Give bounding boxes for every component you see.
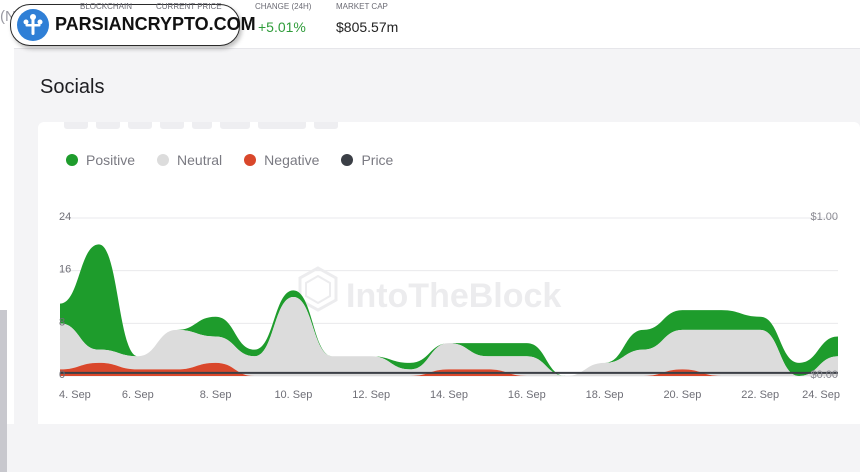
range-tab[interactable] xyxy=(128,122,152,129)
left-sidebar-edge xyxy=(0,48,14,472)
legend-label: Neutral xyxy=(177,152,223,168)
x-tick-label: 6. Sep xyxy=(122,389,154,401)
area-neutral[interactable] xyxy=(60,297,838,376)
x-tick-label: 20. Sep xyxy=(663,389,701,401)
legend-label: Positive xyxy=(86,152,136,168)
chart-legend: Positive Neutral Negative Price xyxy=(66,150,393,170)
x-tick-label: 12. Sep xyxy=(352,389,390,401)
legend-price[interactable]: Price xyxy=(341,152,393,168)
x-tick-label: 8. Sep xyxy=(200,389,232,401)
y-tick-label: 0 xyxy=(59,369,65,381)
market-cap-value: $805.57m xyxy=(336,19,399,35)
legend-negative[interactable]: Negative xyxy=(244,152,319,168)
x-tick-label: 10. Sep xyxy=(274,389,312,401)
range-tab[interactable] xyxy=(220,122,250,129)
range-tab[interactable] xyxy=(192,122,212,129)
section-title: Socials xyxy=(40,76,105,98)
chart-axis-labels: 0 8 16 24 $0.00 $1.00 4. Sep 6. Sep 8. Sep 10. Se… xyxy=(59,211,840,401)
legend-label: Negative xyxy=(264,152,320,168)
x-tick-label: 22. Sep xyxy=(741,389,779,401)
legend-positive[interactable]: Positive xyxy=(66,152,135,168)
legend-dot-icon xyxy=(244,154,257,166)
market-cap-label: MARKET CAP xyxy=(336,2,388,11)
legend-dot-icon xyxy=(157,154,170,166)
current-price-label: CURRENT PRICE xyxy=(156,2,222,11)
site-logo[interactable]: PARSIANCRYPTO.COM xyxy=(10,4,256,46)
socials-chart: IntoTheBlock 0 8 16 24 $0.00 $1.00 4. Sep 6. Se… xyxy=(59,211,840,401)
range-tab[interactable] xyxy=(314,122,338,129)
x-tick-label: 16. Sep xyxy=(508,389,546,401)
top-header-bar: (N PARSIANCRYPTO.COM BLOCKCHAIN CURRENT … xyxy=(0,0,860,49)
y-tick-label: 16 xyxy=(59,264,71,276)
y-tick-label: 8 xyxy=(59,316,65,328)
x-tick-label: 4. Sep xyxy=(59,389,91,401)
x-tick-label: 14. Sep xyxy=(430,389,468,401)
change-24h-label: CHANGE (24H) xyxy=(255,2,312,11)
y-tick-label: 24 xyxy=(59,211,71,223)
range-tab[interactable] xyxy=(160,122,184,129)
y2-tick-label: $0.00 xyxy=(810,369,838,381)
x-tick-label: 18. Sep xyxy=(586,389,624,401)
chart-areas xyxy=(60,244,838,376)
sidebar-scroll-track[interactable] xyxy=(0,310,7,472)
legend-neutral[interactable]: Neutral xyxy=(157,152,222,168)
range-tab[interactable] xyxy=(258,122,306,129)
site-logo-text: PARSIANCRYPTO.COM xyxy=(55,14,256,34)
range-tab[interactable] xyxy=(96,122,120,129)
x-tick-label: 24. Sep xyxy=(802,389,840,401)
area-negative[interactable] xyxy=(60,362,838,376)
legend-dot-icon xyxy=(66,154,78,166)
range-tab[interactable] xyxy=(64,122,88,129)
blockchain-label: BLOCKCHAIN xyxy=(80,2,133,11)
area-positive[interactable] xyxy=(60,244,838,376)
watermark-text: IntoTheBlock xyxy=(346,277,561,315)
watermark: IntoTheBlock xyxy=(298,266,561,315)
change-24h-value: +5.01% xyxy=(258,19,306,35)
legend-dot-icon xyxy=(341,154,354,166)
watermark-logo-icon xyxy=(298,266,338,312)
logo-icon xyxy=(17,9,49,41)
legend-label: Price xyxy=(361,152,394,168)
y2-tick-label: $1.00 xyxy=(810,211,838,223)
